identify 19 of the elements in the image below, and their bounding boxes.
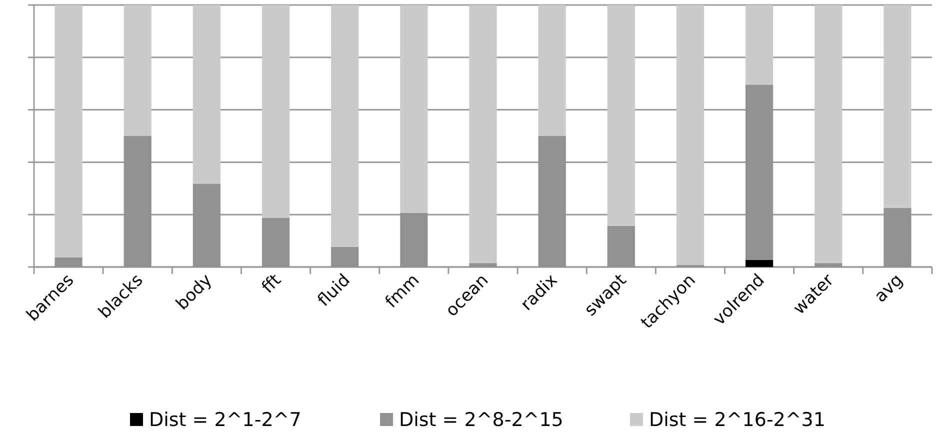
bar — [814, 5, 842, 264]
bar — [331, 5, 359, 247]
legend-label: Dist = 2^16-2^31 — [649, 409, 826, 431]
legend-label: Dist = 2^8-2^15 — [399, 409, 564, 431]
legend-label: Dist = 2^1-2^7 — [149, 409, 302, 431]
x-tick-label: fft — [258, 270, 286, 298]
bar — [884, 5, 912, 208]
bar — [745, 5, 774, 85]
bar — [607, 5, 635, 226]
bar — [400, 5, 428, 213]
bar — [262, 5, 290, 218]
bar — [192, 5, 221, 184]
bar — [54, 5, 82, 258]
bar — [538, 5, 566, 136]
bar — [745, 260, 774, 267]
bar — [676, 5, 704, 265]
x-tick-label: avg — [870, 270, 907, 307]
bar — [124, 5, 152, 136]
bar — [469, 5, 497, 264]
